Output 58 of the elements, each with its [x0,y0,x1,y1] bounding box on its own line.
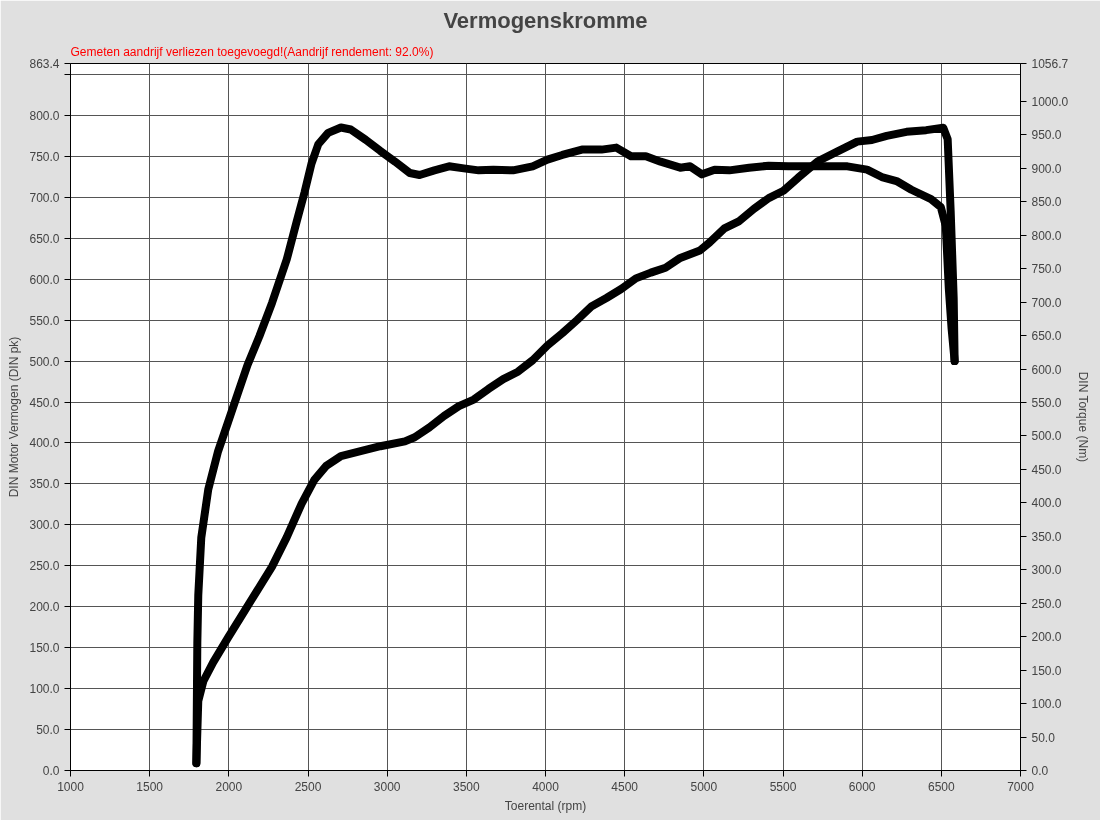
y2-tick-label: 500.0 [1031,429,1062,444]
x-tick-label: 5500 [769,779,797,794]
y2-tick-label: 450.0 [1031,462,1062,477]
y2-tick-label: 1056.7 [1031,57,1069,71]
y-tick-label: 800.0 [29,108,60,123]
y-tick-label: 450.0 [29,395,60,410]
y-tick-label: 863.4 [29,57,60,71]
y2-tick-label: 150.0 [1031,663,1062,678]
y2-tick-label: 950.0 [1031,128,1062,143]
y-tick-label: 0.0 [42,764,60,778]
y-tick-label: 350.0 [29,477,60,492]
chart-title: Vermogenskromme [443,7,648,33]
y2-tick-label: 700.0 [1031,295,1062,310]
y-tick-label: 550.0 [29,313,60,328]
y2-tick-label: 100.0 [1031,697,1062,712]
y-tick-label: 300.0 [29,518,60,533]
y2-tick-label: 1000.0 [1031,94,1069,109]
x-tick-label: 1500 [136,779,164,794]
x-tick-label: 5000 [690,779,718,794]
y-tick-label: 650.0 [29,231,60,246]
y2-tick-label: 400.0 [1031,496,1062,511]
y2-tick-label: 650.0 [1031,329,1062,344]
y-tick-label: 250.0 [29,559,60,574]
y2-tick-label: 300.0 [1031,563,1062,578]
x-tick-label: 7000 [1007,779,1035,794]
y-tick-label: 150.0 [29,641,60,656]
y-axis-title: DIN Motor Vermogen (DIN pk) [7,336,22,498]
y-tick-label: 700.0 [29,190,60,205]
y2-tick-label: 550.0 [1031,396,1062,411]
y2-tick-label: 850.0 [1031,195,1062,210]
text: Gemeten aandrijf verliezen toegevoegd!(Aandrijf rendement: 92.0%) [70,44,434,59]
y-tick-label: 750.0 [29,149,60,164]
y-tick-label: 50.0 [36,723,60,738]
x-tick-label: 6500 [927,779,956,794]
y2-tick-label: 350.0 [1031,529,1062,544]
y2-tick-label: 900.0 [1031,161,1062,176]
x-tick-label: 4000 [532,779,560,794]
y2-tick-label: 800.0 [1031,228,1062,243]
y2-tick-label: 200.0 [1031,630,1062,645]
y-tick-label: 200.0 [29,600,60,615]
y2-tick-label: 0.0 [1031,764,1049,778]
y2-tick-label: 50.0 [1031,730,1056,745]
x-tick-label: 2500 [294,779,322,794]
y2-tick-label: 750.0 [1031,262,1062,277]
y2-tick-label: 600.0 [1031,362,1062,377]
x-tick-label: 4500 [611,779,639,794]
y-tick-label: 600.0 [29,272,60,287]
x-tick-label: 6000 [848,779,876,794]
x-tick-label: 2000 [215,779,243,794]
y-tick-label: 100.0 [29,682,60,697]
x-tick-label: 3000 [373,779,401,794]
y2-tick-label: 250.0 [1031,596,1062,611]
y2-axis-title: DIN Torque (Nm) [1076,371,1091,463]
x-tick-label: 3500 [452,779,481,794]
y-tick-label: 400.0 [29,436,60,451]
y-tick-label: 500.0 [29,354,60,369]
x-tick-label: 1000 [57,779,85,794]
x-axis-title: Toerental (rpm) [504,798,587,813]
